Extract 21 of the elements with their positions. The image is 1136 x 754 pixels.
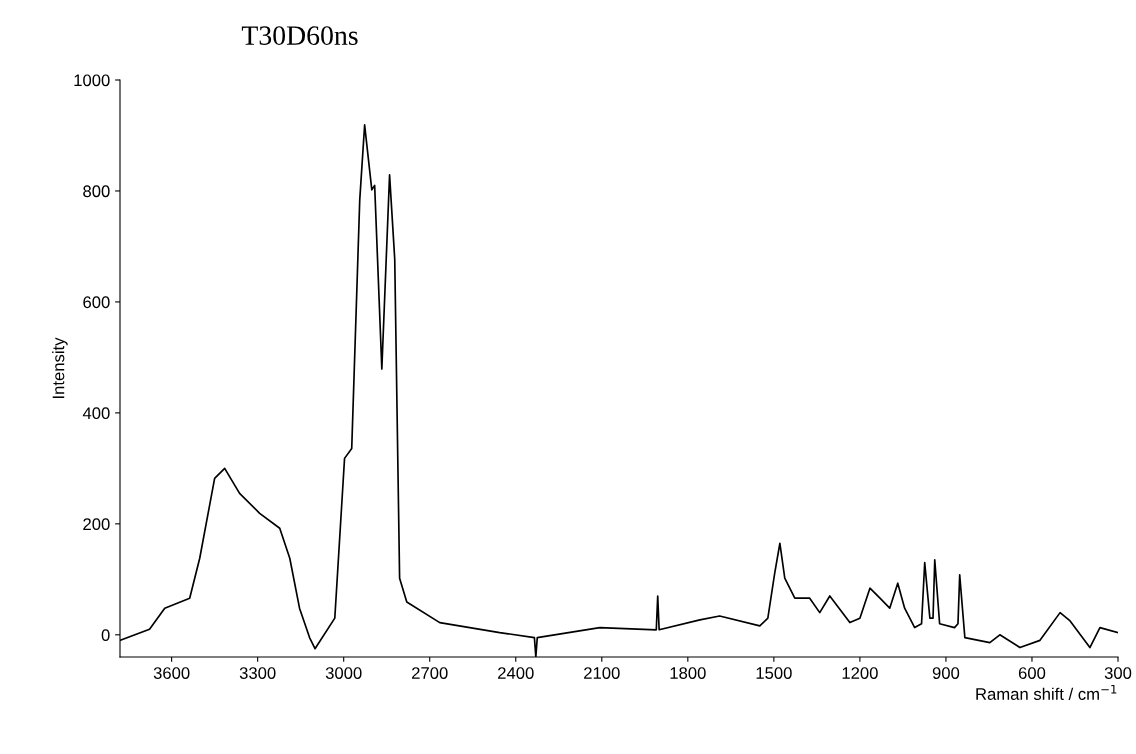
x-tick-label: 3000 bbox=[325, 667, 362, 679]
y-tick-label: 800 bbox=[83, 185, 110, 198]
x-tick-label: 2700 bbox=[412, 667, 448, 679]
y-axis-title: Intensity bbox=[52, 337, 68, 398]
y-tick-label: 0 bbox=[101, 629, 110, 642]
y-tick-label: 600 bbox=[83, 296, 110, 309]
x-tick-label: 600 bbox=[1018, 667, 1046, 679]
x-tick-label: 300 bbox=[1104, 667, 1132, 679]
x-axis-title: Raman shift / cm$^{−1}$ bbox=[976, 684, 1117, 700]
x-tick-label: 2400 bbox=[498, 667, 534, 679]
y-tick-label: 400 bbox=[82, 407, 110, 420]
x-tick-label: 900 bbox=[932, 667, 960, 679]
y-tick-label: 1000 bbox=[74, 74, 110, 87]
chart-title: T30D60ns bbox=[241, 26, 358, 45]
y-tick-label: 200 bbox=[83, 518, 110, 531]
x-tick-label: 3300 bbox=[239, 667, 276, 679]
x-tick-label: 1500 bbox=[756, 667, 792, 679]
x-tick-label: 1800 bbox=[670, 667, 706, 679]
x-tick-label: 1200 bbox=[842, 667, 878, 679]
x-tick-label: 3600 bbox=[153, 667, 190, 679]
x-tick-label: 2100 bbox=[584, 667, 620, 679]
